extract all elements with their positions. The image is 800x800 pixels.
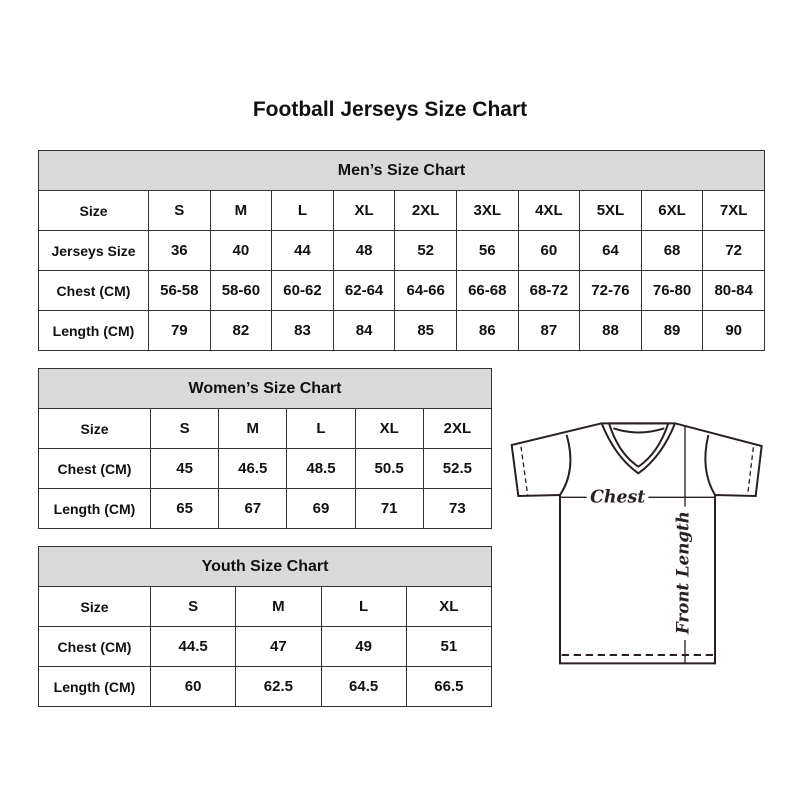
table-cell: L (271, 190, 334, 231)
table-cell: 66.5 (405, 666, 493, 707)
table-cell: 73 (422, 488, 493, 529)
row-label: Jerseys Size (38, 230, 149, 271)
table-cell: 50.5 (354, 448, 424, 489)
table-title: Youth Size Chart (37, 546, 493, 587)
table-row: Size S M L XL 2XL 3XL 4XL 5XL 6XL 7XL (38, 190, 765, 231)
row-label: Size (38, 190, 149, 231)
table-cell: M (209, 190, 273, 231)
table-cell: 84 (332, 310, 396, 351)
table-cell: 58-60 (209, 270, 273, 311)
table-cell: 47 (235, 626, 322, 667)
table-cell: 56-58 (148, 270, 211, 311)
table-title: Women’s Size Chart (37, 368, 493, 409)
womens-size-table: Women’s Size Chart Size S M L XL 2XL Chest (CM)… (37, 368, 493, 529)
table-cell: S (149, 408, 220, 449)
table-cell: S (149, 586, 237, 627)
table-cell: 69 (286, 488, 356, 529)
table-cell: M (218, 408, 288, 449)
row-label: Size (38, 586, 151, 627)
table-cell: 46.5 (218, 448, 288, 489)
table-cell: 72-76 (579, 270, 642, 311)
table-cell: 45 (149, 448, 220, 489)
table-cell: 48.5 (286, 448, 356, 489)
table-cell: 68-72 (517, 270, 581, 311)
table-cell: 52 (394, 230, 457, 271)
row-label: Chest (CM) (38, 270, 149, 311)
table-cell: 60 (517, 230, 581, 271)
row-label: Chest (CM) (38, 626, 151, 667)
table-cell: 86 (455, 310, 519, 351)
table-cell: 62.5 (235, 666, 322, 707)
table-cell: 44.5 (149, 626, 237, 667)
table-cell: M (235, 586, 322, 627)
table-cell: 44 (271, 230, 334, 271)
table-row: Chest (CM) 44.5 47 49 51 (38, 626, 493, 667)
table-cell: 56 (455, 230, 519, 271)
mens-size-table: Men’s Size Chart Size S M L XL 2XL 3XL 4XL 5XL 6XL… (38, 150, 765, 351)
table-row: Chest (CM) 45 46.5 48.5 50.5 52.5 (38, 448, 493, 489)
table-row: Size S M L XL (38, 586, 493, 627)
table-cell: 48 (332, 230, 396, 271)
table-cell: XL (405, 586, 493, 627)
table-cell: 3XL (455, 190, 519, 231)
table-row: Length (CM) 79 82 83 84 85 86 87 88 89 90 (38, 310, 765, 351)
table-row: Chest (CM) 56-58 58-60 60-62 62-64 64-66 66-68… (38, 270, 765, 311)
row-label: Length (CM) (38, 666, 151, 707)
table-cell: 36 (148, 230, 211, 271)
jersey-diagram: Chest Front Length (510, 422, 763, 665)
table-cell: 83 (271, 310, 334, 351)
table-cell: 4XL (517, 190, 581, 231)
table-cell: 64.5 (320, 666, 407, 707)
chest-label: Chest (590, 488, 645, 508)
table-cell: 88 (579, 310, 642, 351)
table-cell: 52.5 (422, 448, 493, 489)
table-cell: 80-84 (702, 270, 765, 311)
table-cell: 60 (149, 666, 237, 707)
row-label: Length (CM) (38, 488, 151, 529)
table-cell: 66-68 (455, 270, 519, 311)
table-cell: 60-62 (271, 270, 334, 311)
table-cell: 65 (149, 488, 220, 529)
table-row: Length (CM) 60 62.5 64.5 66.5 (38, 666, 493, 707)
table-cell: 64-66 (394, 270, 457, 311)
table-cell: 64 (579, 230, 642, 271)
row-label: Length (CM) (38, 310, 149, 351)
youth-size-table: Youth Size Chart Size S M L XL Chest (CM) 44.5 4… (37, 546, 493, 707)
table-cell: 7XL (702, 190, 765, 231)
table-cell: 76-80 (640, 270, 704, 311)
table-cell: XL (332, 190, 396, 231)
table-cell: 72 (702, 230, 765, 271)
table-cell: 62-64 (332, 270, 396, 311)
table-cell: 6XL (640, 190, 704, 231)
table-row: Length (CM) 65 67 69 71 73 (38, 488, 493, 529)
table-cell: 71 (354, 488, 424, 529)
table-cell: 82 (209, 310, 273, 351)
table-cell: 67 (218, 488, 288, 529)
row-label: Chest (CM) (38, 448, 151, 489)
table-cell: 85 (394, 310, 457, 351)
table-cell: 2XL (394, 190, 457, 231)
table-cell: 68 (640, 230, 704, 271)
table-cell: L (286, 408, 356, 449)
table-cell: 49 (320, 626, 407, 667)
table-title: Men’s Size Chart (38, 150, 765, 191)
page-title: Football Jerseys Size Chart (252, 98, 528, 121)
table-cell: 2XL (422, 408, 493, 449)
table-cell: 89 (640, 310, 704, 351)
table-row: Size S M L XL 2XL (38, 408, 493, 449)
table-cell: L (320, 586, 407, 627)
row-label: Size (38, 408, 151, 449)
table-cell: 90 (702, 310, 765, 351)
table-cell: 40 (209, 230, 273, 271)
front-length-label: Front Length (672, 511, 692, 635)
table-cell: S (148, 190, 211, 231)
table-row: Jerseys Size 36 40 44 48 52 56 60 64 68 72 (38, 230, 765, 271)
table-cell: 51 (405, 626, 493, 667)
table-cell: 79 (148, 310, 211, 351)
table-cell: XL (354, 408, 424, 449)
table-cell: 87 (517, 310, 581, 351)
table-cell: 5XL (579, 190, 642, 231)
